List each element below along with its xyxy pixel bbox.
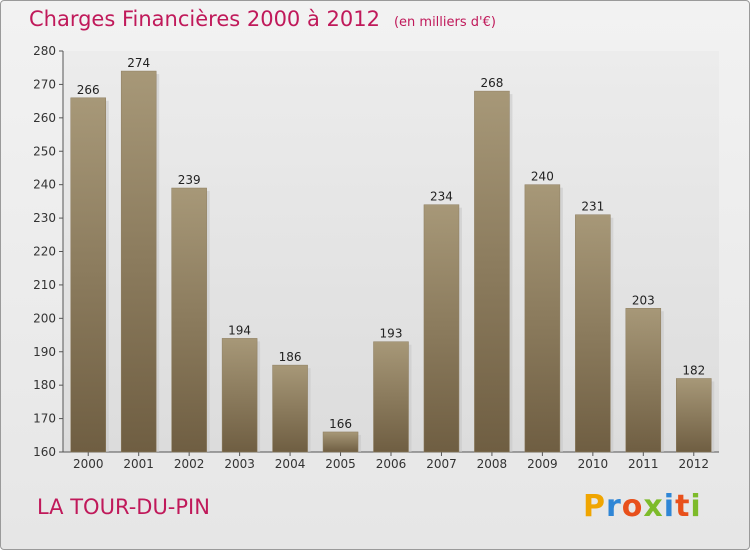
bar-value-label: 193 (380, 327, 403, 341)
bar (474, 90, 510, 453)
x-tick-label: 2003 (224, 457, 255, 471)
bar-value-label: 194 (228, 323, 251, 337)
logo-letter: o (621, 489, 644, 524)
bar-value-label: 240 (531, 170, 554, 184)
x-tick-label: 2010 (578, 457, 609, 471)
logo-letter: i (690, 489, 702, 524)
y-tick-label: 160 (33, 445, 56, 459)
x-tick-label: 2008 (477, 457, 508, 471)
x-tick-label: 2005 (325, 457, 356, 471)
bar (120, 70, 157, 453)
bar (322, 431, 359, 453)
y-tick-label: 190 (33, 345, 56, 359)
bar-value-label: 268 (480, 76, 503, 90)
y-tick-label: 200 (33, 311, 56, 325)
logo-letter: x (643, 489, 664, 524)
axes: 160 170 180 190 200 210 220 230 240 250 260 270 280 2… (33, 44, 719, 471)
logo-letter: P (583, 489, 606, 524)
bar-value-label: 234 (430, 190, 453, 204)
y-tick-label: 210 (33, 278, 56, 292)
bar (221, 338, 258, 453)
x-tick-label: 2007 (426, 457, 457, 471)
y-tick-label: 230 (33, 211, 56, 225)
commune-name: LA TOUR-DU-PIN (37, 495, 210, 519)
bar-value-label: 166 (329, 417, 352, 431)
chart-subtitle: (en milliers d'€) (393, 15, 496, 30)
x-tick-label: 2011 (628, 457, 659, 471)
bar (423, 204, 460, 453)
bar (625, 308, 662, 453)
x-tick-label: 2001 (123, 457, 154, 471)
logo-letter: t (675, 489, 691, 524)
y-tick-label: 270 (33, 77, 56, 91)
logo-letter: r (606, 489, 622, 524)
x-tick-label: 2009 (527, 457, 558, 471)
y-tick-label: 220 (33, 245, 56, 259)
logo-letter: i (663, 489, 676, 524)
bar-value-label: 266 (77, 83, 100, 97)
x-tick-label: 2000 (73, 457, 104, 471)
bars: 266 274 239 194 186 166 193 234 268 240 231 203 182 (70, 56, 715, 453)
bar (171, 187, 207, 453)
bar-value-label: 186 (279, 350, 302, 364)
bar (676, 378, 712, 453)
bar-value-label: 239 (178, 173, 201, 187)
x-tick-label: 2004 (275, 457, 306, 471)
bar (373, 341, 409, 453)
y-tick-label: 180 (33, 378, 56, 392)
y-tick-label: 250 (33, 144, 56, 158)
x-tick-label: 2002 (174, 457, 205, 471)
x-tick-label: 2006 (376, 457, 407, 471)
bar (70, 97, 106, 453)
x-tick-label: 2012 (678, 457, 709, 471)
y-tick-label: 280 (33, 44, 56, 58)
bar-value-label: 274 (127, 56, 150, 70)
chart-title: Charges Financières 2000 à 2012 (en milli… (29, 7, 496, 31)
bar-value-label: 231 (581, 200, 604, 214)
bar-value-label: 182 (682, 363, 705, 377)
bar (272, 364, 308, 453)
y-tick-label: 240 (33, 178, 56, 192)
bar (575, 214, 611, 453)
chart-title-text: Charges Financières 2000 à 2012 (29, 7, 380, 31)
bar-value-label: 203 (632, 293, 655, 307)
y-tick-label: 260 (33, 111, 56, 125)
bar (524, 184, 561, 453)
proxiti-logo[interactable]: Proxiti (583, 489, 702, 524)
y-tick-label: 170 (33, 412, 56, 426)
